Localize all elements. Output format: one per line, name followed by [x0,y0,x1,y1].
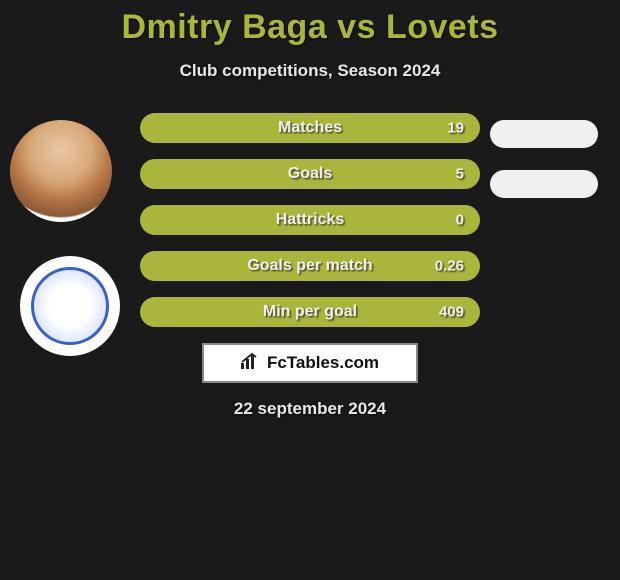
stat-bar: Matches 19 [140,113,480,143]
stat-label: Hattricks [276,211,344,229]
stat-bar: Goals per match 0.26 [140,251,480,281]
stat-row-goals: Goals 5 [140,159,480,189]
comparison-chart: Matches 19 Goals 5 Hattricks 0 Goals per… [0,113,620,419]
stat-bars: Matches 19 Goals 5 Hattricks 0 Goals per… [140,113,480,327]
subtitle: Club competitions, Season 2024 [0,61,620,81]
stat-label: Goals [288,165,332,183]
club-badge [20,256,120,356]
brand-text: FcTables.com [267,353,379,373]
stat-row-hattricks: Hattricks 0 [140,205,480,235]
date-label: 22 september 2024 [0,399,620,419]
opponent-pill [490,120,598,148]
page-title: Dmitry Baga vs Lovets [0,0,620,47]
player-avatar [10,120,112,222]
stat-bar: Min per goal 409 [140,297,480,327]
stat-label: Min per goal [263,303,357,321]
opponent-pill [490,170,598,198]
stat-label: Matches [278,119,342,137]
stat-row-matches: Matches 19 [140,113,480,143]
stat-bar: Goals 5 [140,159,480,189]
stat-row-goals-per-match: Goals per match 0.26 [140,251,480,281]
stat-bar: Hattricks 0 [140,205,480,235]
stat-value: 0 [456,212,464,229]
chart-icon [241,353,261,374]
club-badge-inner [31,267,109,345]
stat-row-min-per-goal: Min per goal 409 [140,297,480,327]
stat-value: 5 [456,166,464,183]
stat-value: 19 [447,120,464,137]
stat-value: 409 [439,304,464,321]
brand-badge[interactable]: FcTables.com [202,343,418,383]
stat-label: Goals per match [247,257,372,275]
stat-value: 0.26 [435,258,464,275]
